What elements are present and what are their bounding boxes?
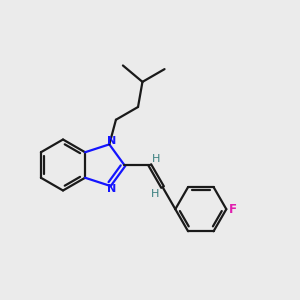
Text: F: F [229, 203, 237, 216]
Text: N: N [107, 136, 116, 146]
Text: H: H [151, 189, 160, 199]
Text: H: H [152, 154, 160, 164]
Text: N: N [107, 184, 116, 194]
